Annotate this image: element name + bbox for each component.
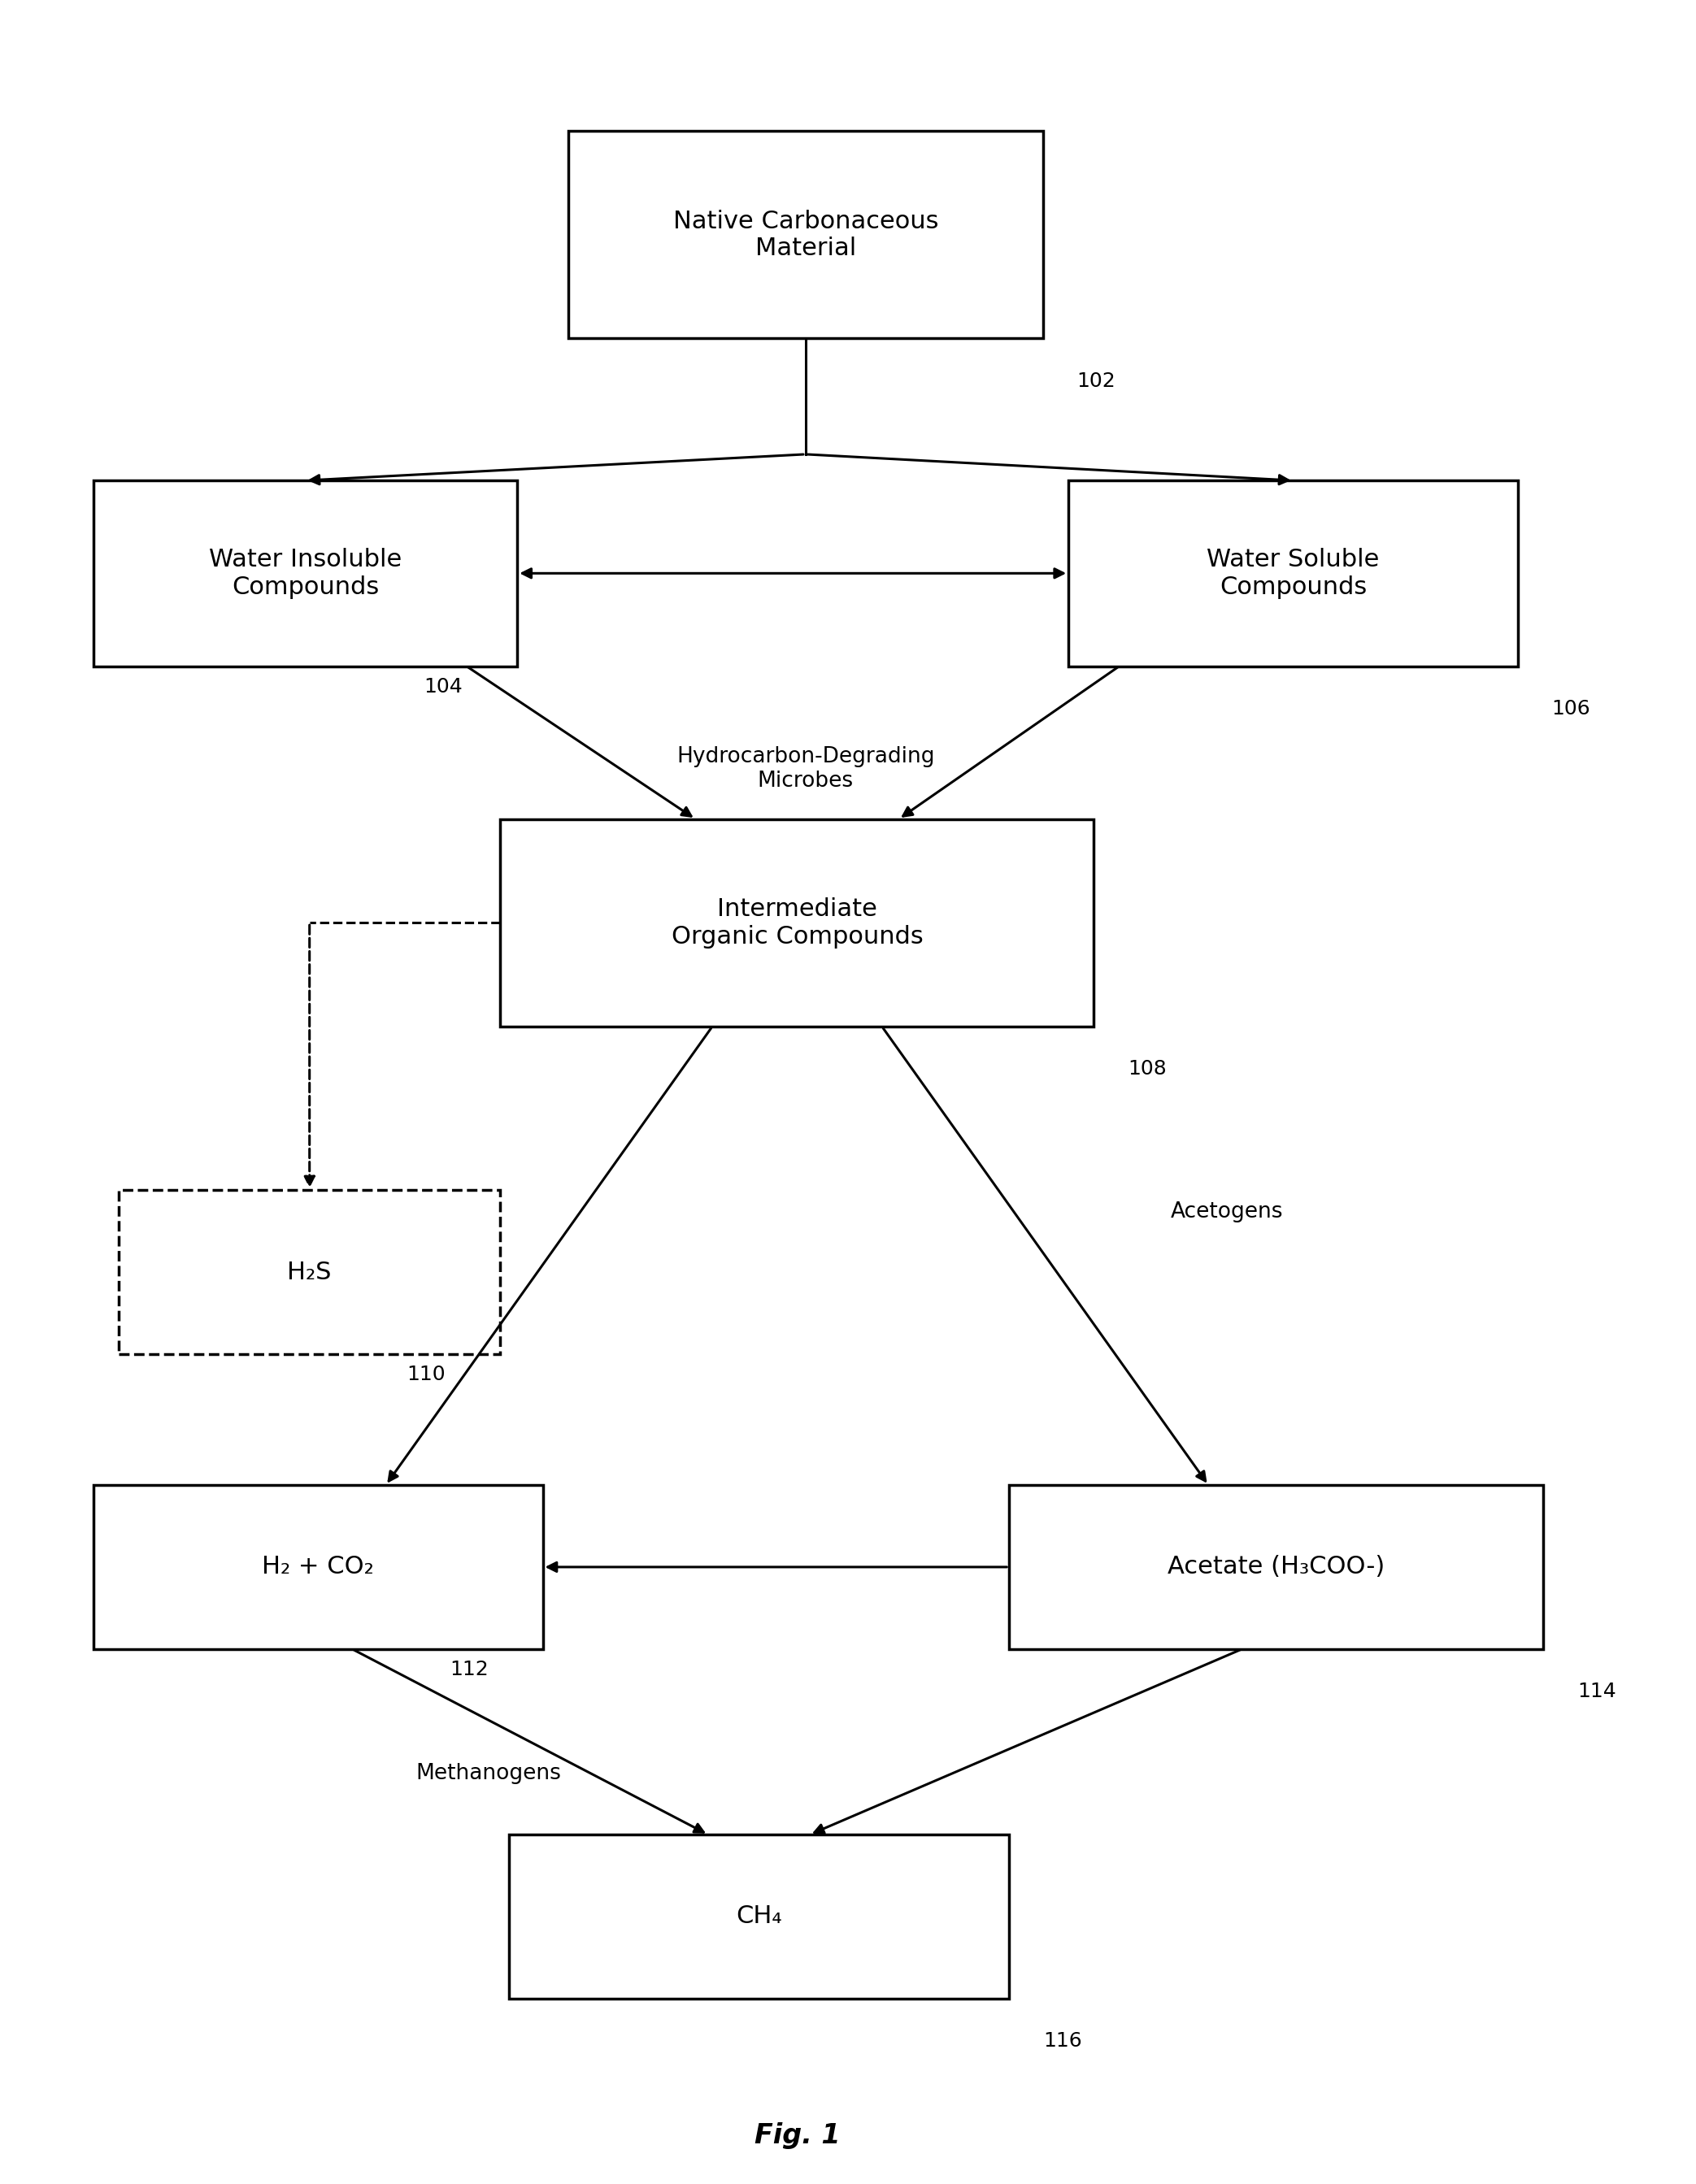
FancyBboxPatch shape [568, 131, 1043, 339]
Text: Intermediate
Organic Compounds: Intermediate Organic Compounds [672, 898, 923, 948]
FancyBboxPatch shape [500, 819, 1094, 1026]
Text: Methanogens: Methanogens [416, 1762, 561, 1784]
Text: 110: 110 [407, 1365, 446, 1385]
Text: H₂S: H₂S [287, 1260, 332, 1284]
Text: 112: 112 [449, 1660, 488, 1679]
Text: Water Soluble
Compounds: Water Soluble Compounds [1208, 548, 1379, 598]
Text: 116: 116 [1043, 2031, 1082, 2051]
Text: Fig. 1: Fig. 1 [755, 2123, 840, 2149]
FancyBboxPatch shape [1009, 1485, 1543, 1649]
Text: 108: 108 [1128, 1059, 1167, 1079]
Text: CH₄: CH₄ [736, 1904, 782, 1928]
Text: Water Insoluble
Compounds: Water Insoluble Compounds [209, 548, 402, 598]
Text: Hydrocarbon-Degrading
Microbes: Hydrocarbon-Degrading Microbes [677, 747, 934, 791]
Text: Native Carbonaceous
Material: Native Carbonaceous Material [673, 210, 938, 260]
FancyBboxPatch shape [509, 1835, 1009, 1998]
FancyBboxPatch shape [1068, 480, 1518, 666]
Text: Acetogens: Acetogens [1170, 1201, 1282, 1223]
Text: 104: 104 [424, 677, 463, 697]
Text: 114: 114 [1577, 1682, 1616, 1701]
Text: Acetate (H₃COO-): Acetate (H₃COO-) [1167, 1555, 1386, 1579]
Text: H₂ + CO₂: H₂ + CO₂ [261, 1555, 375, 1579]
Text: 106: 106 [1552, 699, 1591, 719]
Text: 102: 102 [1077, 371, 1116, 391]
FancyBboxPatch shape [93, 480, 517, 666]
FancyBboxPatch shape [119, 1190, 500, 1354]
FancyBboxPatch shape [93, 1485, 543, 1649]
